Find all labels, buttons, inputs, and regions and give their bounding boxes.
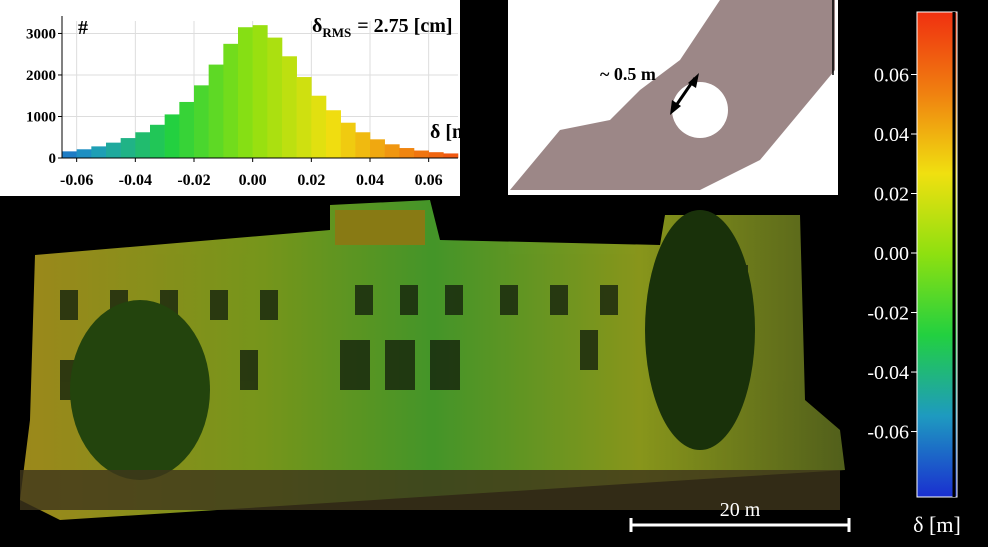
title-value: = 2.75 [cm] <box>357 15 452 37</box>
colorbar-label: δ [m] <box>913 512 961 537</box>
detail-inset <box>508 0 838 195</box>
title-symbol: δ <box>312 15 322 37</box>
figure: ~ 0.5 m 20 m 0 1000 2000 3000 -0.06 -0.04 -0.0… <box>0 0 988 542</box>
colorbar-tick-label: -0.02 <box>867 303 909 325</box>
y-tick-label: 0 <box>49 151 57 167</box>
title-subscript: RMS <box>322 25 351 40</box>
bar <box>135 132 150 158</box>
x-tick-label: 0.04 <box>356 172 384 189</box>
x-tick-label: 0.00 <box>239 172 267 189</box>
bar <box>414 151 429 158</box>
bar <box>209 65 224 158</box>
bar <box>282 56 297 158</box>
y-tick-label: 3000 <box>26 26 56 42</box>
colorbar-tick-label: 0.00 <box>874 243 909 265</box>
bar <box>150 125 165 158</box>
x-axis-label: δ [m] <box>430 121 475 143</box>
bar <box>253 25 268 158</box>
annotation: ~ 0.5 m <box>600 64 656 84</box>
bar <box>443 153 458 158</box>
bar <box>179 102 194 158</box>
colorbar-tick-label: 0.02 <box>874 184 909 206</box>
bar <box>429 152 444 158</box>
colorbar-tick-label: 0.04 <box>874 124 909 146</box>
x-tick-label: 0.06 <box>415 172 443 189</box>
x-tick-label: -0.04 <box>119 172 152 189</box>
colorbar-tick-label: -0.06 <box>867 422 909 444</box>
y-axis-label: # <box>78 17 88 39</box>
bar <box>370 139 385 158</box>
point-cloud <box>20 200 845 520</box>
colorbar-gradient <box>917 12 957 497</box>
colorbar-tick-label: 0.06 <box>874 64 909 86</box>
bar <box>341 123 356 158</box>
bar <box>106 143 121 158</box>
bar <box>355 132 370 158</box>
bar <box>267 38 282 158</box>
bar <box>121 138 136 158</box>
x-tick-label: 0.02 <box>297 172 325 189</box>
annotation: 20 m <box>720 499 761 521</box>
colorbar-tick-label: -0.04 <box>867 362 909 384</box>
bar <box>77 149 92 158</box>
y-tick-label: 2000 <box>26 68 56 84</box>
bar <box>399 148 414 158</box>
bar <box>62 151 77 158</box>
bar <box>297 77 312 158</box>
bar <box>165 114 180 158</box>
bar <box>223 44 238 158</box>
bar <box>194 85 209 158</box>
bar <box>385 144 400 158</box>
bar <box>238 27 253 158</box>
bar <box>311 96 326 158</box>
bar <box>326 110 341 158</box>
x-tick-label: -0.06 <box>60 172 93 189</box>
y-tick-label: 1000 <box>26 109 56 125</box>
x-tick-label: -0.02 <box>177 172 210 189</box>
bar <box>91 146 106 158</box>
